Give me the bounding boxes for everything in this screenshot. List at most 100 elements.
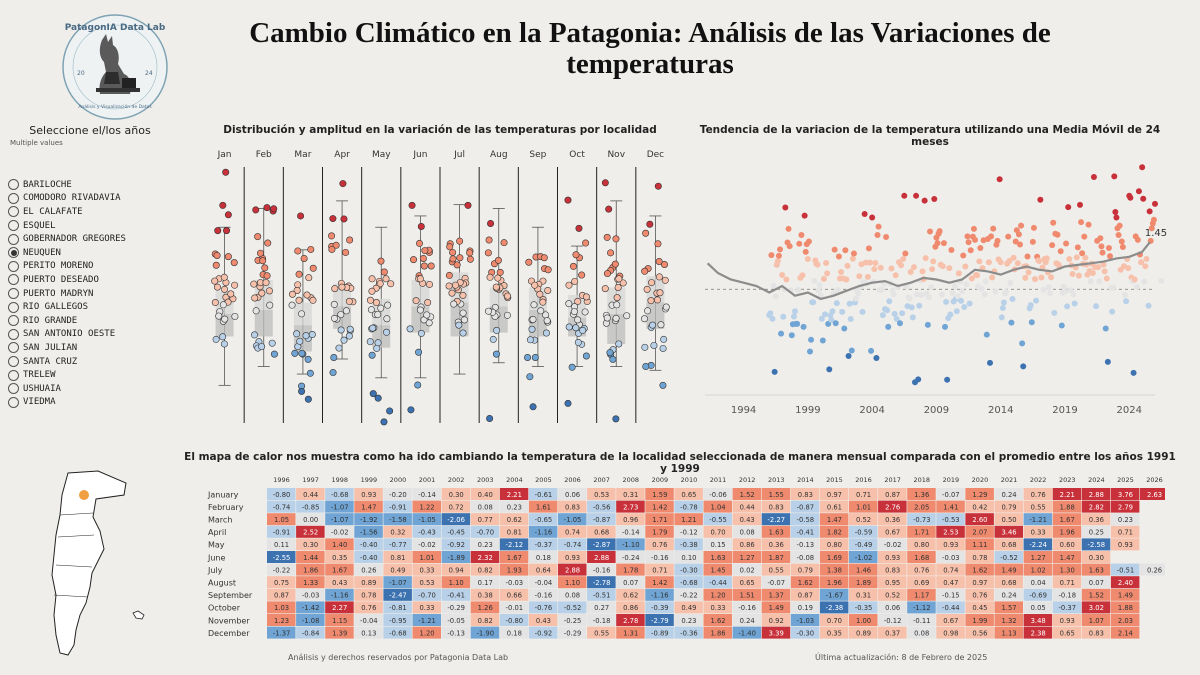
radio-button[interactable] [8, 396, 19, 408]
heatmap-cell-value: 2.05 [914, 503, 929, 511]
monthly-anomaly-point [999, 305, 1006, 312]
heatmap-cell-value: 0.76 [1031, 491, 1046, 499]
locality-option[interactable]: SAN JULIAN [8, 341, 126, 355]
monthly-anomaly-point [1014, 260, 1021, 267]
radio-button[interactable] [8, 274, 19, 286]
radio-button[interactable] [8, 342, 19, 354]
monthly-anomaly-point [1123, 298, 1130, 305]
locality-option[interactable]: SANTA CRUZ [8, 355, 126, 369]
heatmap-cell-value: -0.18 [593, 617, 611, 625]
heatmap-cell-value: -2.27 [767, 516, 785, 524]
radio-button[interactable] [8, 179, 19, 191]
monthly-anomaly-point [992, 288, 999, 295]
monthly-anomaly-point [1003, 288, 1010, 295]
monthly-anomaly-point [1006, 258, 1013, 264]
heatmap-cell [616, 513, 645, 526]
radio-button[interactable] [8, 220, 19, 232]
radio-button[interactable] [8, 233, 19, 245]
heatmap-cell-value: 1.47 [1060, 554, 1075, 562]
radio-button[interactable] [8, 260, 19, 272]
locality-option[interactable]: BARILOCHE [8, 178, 126, 192]
locality-option[interactable]: NEUQUEN [8, 246, 126, 260]
radio-button[interactable] [8, 369, 19, 381]
heatmap-cell [412, 614, 441, 626]
heatmap-year-label: 2015 [826, 476, 843, 484]
locality-option[interactable]: SAN ANTONIO OESTE [8, 328, 126, 342]
monthly-anomaly-point [988, 233, 995, 240]
data-point [368, 287, 376, 295]
radio-button[interactable] [8, 247, 19, 259]
monthly-anomaly-point [949, 290, 956, 297]
heatmap-cell [1023, 576, 1053, 589]
heatmap-cell [470, 576, 500, 589]
radio-button[interactable] [8, 192, 19, 204]
heatmap-cell-value: 2.03 [1118, 617, 1133, 625]
heatmap-cell [849, 626, 878, 639]
heatmap-cell-value: -1.37 [273, 629, 291, 637]
locality-option[interactable]: ESQUEL [8, 219, 126, 233]
heatmap-cell-value: 1.27 [1031, 554, 1046, 562]
data-point [306, 369, 314, 377]
monthly-anomaly-point [780, 313, 787, 320]
locality-option[interactable]: GOBERNADOR GREGORES [8, 232, 126, 246]
monthly-anomaly-point [1017, 241, 1023, 248]
heatmap-cell [1023, 551, 1053, 563]
heatmap-cell-value: 0.86 [740, 541, 755, 549]
heatmap-cell [1023, 588, 1053, 601]
heatmap-cell [499, 601, 529, 614]
monthly-anomaly-point [868, 347, 875, 354]
radio-button[interactable] [8, 288, 19, 300]
monthly-anomaly-point [1033, 297, 1040, 304]
heatmap-cell [354, 614, 383, 626]
data-point [487, 219, 495, 227]
locality-option[interactable]: COMODORO RIVADAVIA [8, 192, 126, 206]
locality-option[interactable]: USHUAIA [8, 382, 126, 396]
heatmap-cell [587, 500, 616, 513]
data-point [407, 406, 415, 414]
monthly-anomaly-point [1119, 244, 1126, 251]
heatmap-cell [761, 488, 791, 500]
heatmap-cell [732, 563, 762, 576]
locality-option[interactable]: PUERTO DESEADO [8, 273, 126, 287]
heatmap-cell-value: -1.16 [331, 592, 349, 600]
heatmap-cell [907, 588, 936, 601]
heatmap-cell [1110, 588, 1140, 601]
heatmap-cell [907, 551, 936, 563]
data-point [304, 395, 312, 403]
data-point [526, 336, 534, 344]
radio-button[interactable] [8, 356, 19, 368]
monthly-anomaly-point [774, 258, 781, 264]
heatmap-year-label: 2017 [884, 476, 901, 484]
month-label: Jan [217, 150, 232, 160]
heatmap-cell-value: 3.39 [769, 629, 784, 637]
heatmap-cell-value: 0.06 [565, 491, 580, 499]
locality-option[interactable]: VIEDMA [8, 396, 126, 410]
locality-option[interactable]: TRELEW [8, 368, 126, 382]
heatmap-cell-value: -0.06 [709, 491, 727, 499]
locality-option[interactable]: RIO GRANDE [8, 314, 126, 328]
data-point [493, 326, 501, 334]
locality-option[interactable]: RIO GALLEGOS [8, 300, 126, 314]
locality-option[interactable]: PERITO MORENO [8, 260, 126, 274]
heatmap-cell-value: 1.88 [1060, 503, 1075, 511]
heatmap-cell [296, 576, 325, 589]
heatmap-cell [499, 614, 529, 626]
heatmap-cell [674, 576, 703, 589]
monthly-anomaly-point [962, 263, 969, 270]
radio-button[interactable] [8, 315, 19, 327]
heatmap-cell [819, 525, 849, 538]
data-point [565, 300, 573, 308]
radio-button[interactable] [8, 206, 19, 218]
monthly-anomaly-point [1082, 254, 1089, 261]
monthly-anomaly-point [998, 314, 1005, 321]
locality-option[interactable]: EL CALAFATE [8, 205, 126, 219]
monthly-anomaly-point [828, 317, 835, 324]
heatmap-month-label: July [207, 566, 223, 575]
radio-button[interactable] [8, 328, 19, 340]
data-point [494, 274, 502, 282]
locality-option[interactable]: PUERTO MADRYN [8, 287, 126, 301]
heatmap-cell [470, 626, 500, 639]
heatmap-cell-value: -2.24 [1029, 541, 1047, 549]
radio-button[interactable] [8, 301, 19, 313]
radio-button[interactable] [8, 383, 19, 395]
